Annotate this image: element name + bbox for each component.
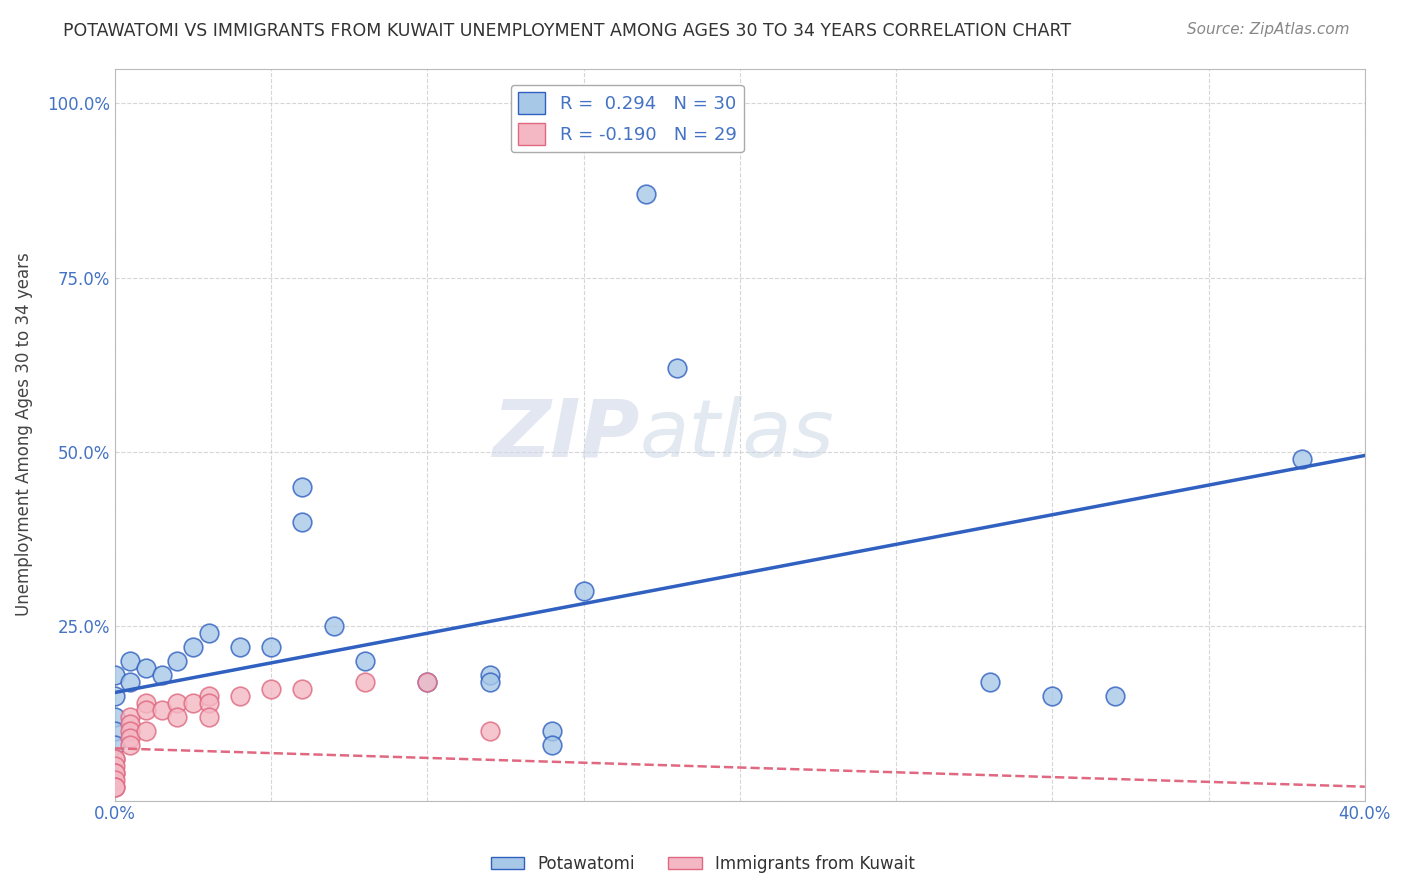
- Point: [197, 689, 219, 703]
- Point: [166, 696, 188, 710]
- Point: [104, 752, 127, 766]
- Point: [291, 480, 314, 494]
- Y-axis label: Unemployment Among Ages 30 to 34 years: Unemployment Among Ages 30 to 34 years: [15, 252, 32, 616]
- Point: [104, 723, 127, 738]
- Point: [197, 696, 219, 710]
- Point: [572, 584, 595, 599]
- Point: [104, 765, 127, 780]
- Point: [478, 675, 501, 690]
- Point: [322, 619, 344, 633]
- Point: [120, 738, 142, 752]
- Legend: R =  0.294   N = 30, R = -0.190   N = 29: R = 0.294 N = 30, R = -0.190 N = 29: [510, 85, 744, 153]
- Point: [416, 675, 439, 690]
- Point: [1040, 689, 1063, 703]
- Point: [478, 668, 501, 682]
- Point: [260, 681, 283, 696]
- Point: [229, 640, 252, 655]
- Point: [150, 703, 173, 717]
- Text: ZIP: ZIP: [492, 395, 640, 474]
- Point: [166, 654, 188, 668]
- Point: [104, 758, 127, 772]
- Point: [104, 772, 127, 787]
- Point: [634, 187, 657, 202]
- Point: [181, 640, 204, 655]
- Point: [416, 675, 439, 690]
- Point: [541, 723, 564, 738]
- Point: [197, 626, 219, 640]
- Text: Source: ZipAtlas.com: Source: ZipAtlas.com: [1187, 22, 1350, 37]
- Point: [104, 765, 127, 780]
- Point: [104, 738, 127, 752]
- Point: [478, 723, 501, 738]
- Point: [135, 723, 157, 738]
- Point: [135, 661, 157, 675]
- Point: [104, 668, 127, 682]
- Point: [135, 703, 157, 717]
- Legend: Potawatomi, Immigrants from Kuwait: Potawatomi, Immigrants from Kuwait: [484, 848, 922, 880]
- Point: [666, 361, 689, 376]
- Point: [150, 668, 173, 682]
- Point: [166, 710, 188, 724]
- Point: [353, 675, 375, 690]
- Point: [120, 731, 142, 745]
- Point: [291, 681, 314, 696]
- Point: [291, 515, 314, 529]
- Point: [229, 689, 252, 703]
- Point: [181, 696, 204, 710]
- Point: [541, 738, 564, 752]
- Point: [120, 717, 142, 731]
- Point: [135, 696, 157, 710]
- Point: [104, 689, 127, 703]
- Point: [260, 640, 283, 655]
- Text: atlas: atlas: [640, 395, 835, 474]
- Point: [104, 752, 127, 766]
- Point: [104, 780, 127, 794]
- Point: [120, 710, 142, 724]
- Point: [1104, 689, 1126, 703]
- Point: [979, 675, 1001, 690]
- Point: [197, 710, 219, 724]
- Point: [104, 710, 127, 724]
- Point: [120, 675, 142, 690]
- Point: [104, 780, 127, 794]
- Point: [120, 723, 142, 738]
- Point: [353, 654, 375, 668]
- Point: [120, 654, 142, 668]
- Point: [1291, 452, 1313, 467]
- Text: POTAWATOMI VS IMMIGRANTS FROM KUWAIT UNEMPLOYMENT AMONG AGES 30 TO 34 YEARS CORR: POTAWATOMI VS IMMIGRANTS FROM KUWAIT UNE…: [63, 22, 1071, 40]
